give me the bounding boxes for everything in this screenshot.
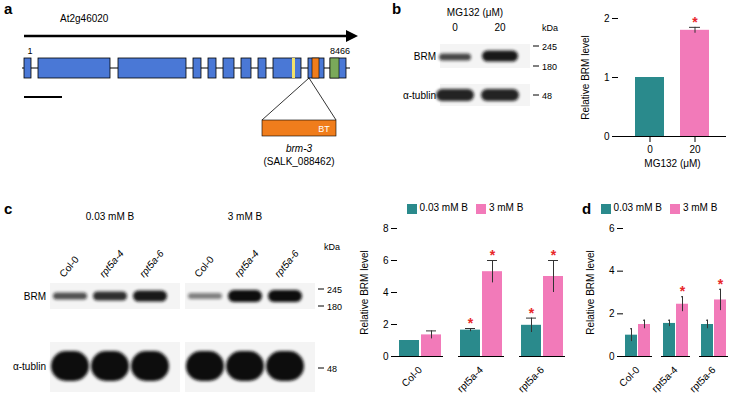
svg-text:Relative BRM level: Relative BRM level (580, 35, 591, 119)
svg-text:kDa: kDa (542, 23, 558, 33)
svg-text:(SALK_088462): (SALK_088462) (263, 156, 334, 167)
svg-text:1: 1 (27, 46, 32, 56)
svg-text:rpt5a-4: rpt5a-4 (455, 364, 485, 394)
svg-text:8: 8 (383, 223, 389, 234)
svg-text:*: * (490, 247, 496, 263)
svg-text:*: * (718, 276, 724, 292)
svg-text:8466: 8466 (330, 46, 350, 56)
html-text:0.03 mM B: 0.03 mM B (613, 202, 662, 214)
svg-text:brm-3: brm-3 (286, 143, 313, 154)
svg-text:6: 6 (383, 255, 389, 266)
svg-text:rpt5a-6: rpt5a-6 (272, 248, 301, 280)
svg-text:rpt5a-4: rpt5a-4 (232, 248, 261, 280)
svg-text:48: 48 (542, 91, 552, 101)
svg-text:48: 48 (327, 364, 337, 374)
svg-text:Col-0: Col-0 (192, 254, 216, 280)
svg-text:*: * (680, 283, 686, 299)
svg-text:At2g46020: At2g46020 (60, 13, 109, 24)
svg-text:rpt5a-6: rpt5a-6 (516, 364, 546, 394)
svg-text:4: 4 (609, 265, 615, 276)
svg-text:BRM: BRM (414, 51, 436, 62)
svg-text:rpt5a-6: rpt5a-6 (687, 364, 717, 394)
svg-text:0: 0 (383, 351, 389, 362)
svg-text:rpt5a-4: rpt5a-4 (97, 248, 126, 280)
svg-text:2: 2 (383, 319, 389, 330)
svg-text:180: 180 (542, 62, 557, 72)
svg-text:MG132 (μM): MG132 (μM) (644, 158, 700, 169)
svg-text:20: 20 (494, 22, 506, 33)
svg-text:*: * (468, 315, 474, 331)
svg-text:Col-0: Col-0 (399, 364, 424, 389)
svg-text:BRM: BRM (24, 291, 46, 302)
svg-text:3 mM B: 3 mM B (228, 211, 263, 222)
html-text:3 mM B: 3 mM B (489, 202, 524, 214)
svg-text:Relative BRM level: Relative BRM level (359, 250, 370, 334)
svg-text:245: 245 (327, 285, 342, 295)
svg-text:a: a (4, 0, 13, 17)
svg-text:*: * (551, 247, 557, 263)
svg-text:2: 2 (604, 13, 610, 24)
svg-text:α-tublin: α-tublin (13, 361, 46, 372)
svg-text:20: 20 (689, 144, 701, 155)
svg-text:MG132 (μM): MG132 (μM) (447, 7, 503, 18)
svg-text:245: 245 (542, 42, 557, 52)
svg-text:0: 0 (609, 351, 615, 362)
svg-text:0: 0 (452, 22, 458, 33)
svg-text:0.03 mM B: 0.03 mM B (86, 211, 135, 222)
svg-text:Col-0: Col-0 (617, 364, 642, 389)
svg-text:c: c (4, 200, 12, 217)
svg-text:1: 1 (604, 72, 610, 83)
svg-text:*: * (692, 14, 698, 30)
svg-text:4: 4 (383, 287, 389, 298)
svg-text:b: b (392, 0, 401, 17)
svg-text:BT: BT (318, 124, 330, 134)
svg-text:d: d (582, 200, 591, 217)
svg-text:2: 2 (609, 308, 615, 319)
html-text:0.03 mM B: 0.03 mM B (419, 202, 468, 214)
svg-text:*: * (529, 305, 535, 321)
html-text:3 mM B: 3 mM B (683, 202, 718, 214)
svg-text:rpt5a-6: rpt5a-6 (137, 248, 166, 280)
svg-text:6: 6 (609, 223, 615, 234)
svg-text:Col-0: Col-0 (57, 254, 81, 280)
svg-text:Relative BRM level: Relative BRM level (585, 250, 596, 334)
svg-text:rpt5a-4: rpt5a-4 (649, 364, 679, 394)
svg-text:kDa: kDa (324, 242, 340, 252)
svg-text:0: 0 (647, 144, 653, 155)
svg-text:0: 0 (604, 131, 610, 142)
svg-text:180: 180 (327, 302, 342, 312)
svg-text:α-tublin: α-tublin (403, 90, 436, 101)
